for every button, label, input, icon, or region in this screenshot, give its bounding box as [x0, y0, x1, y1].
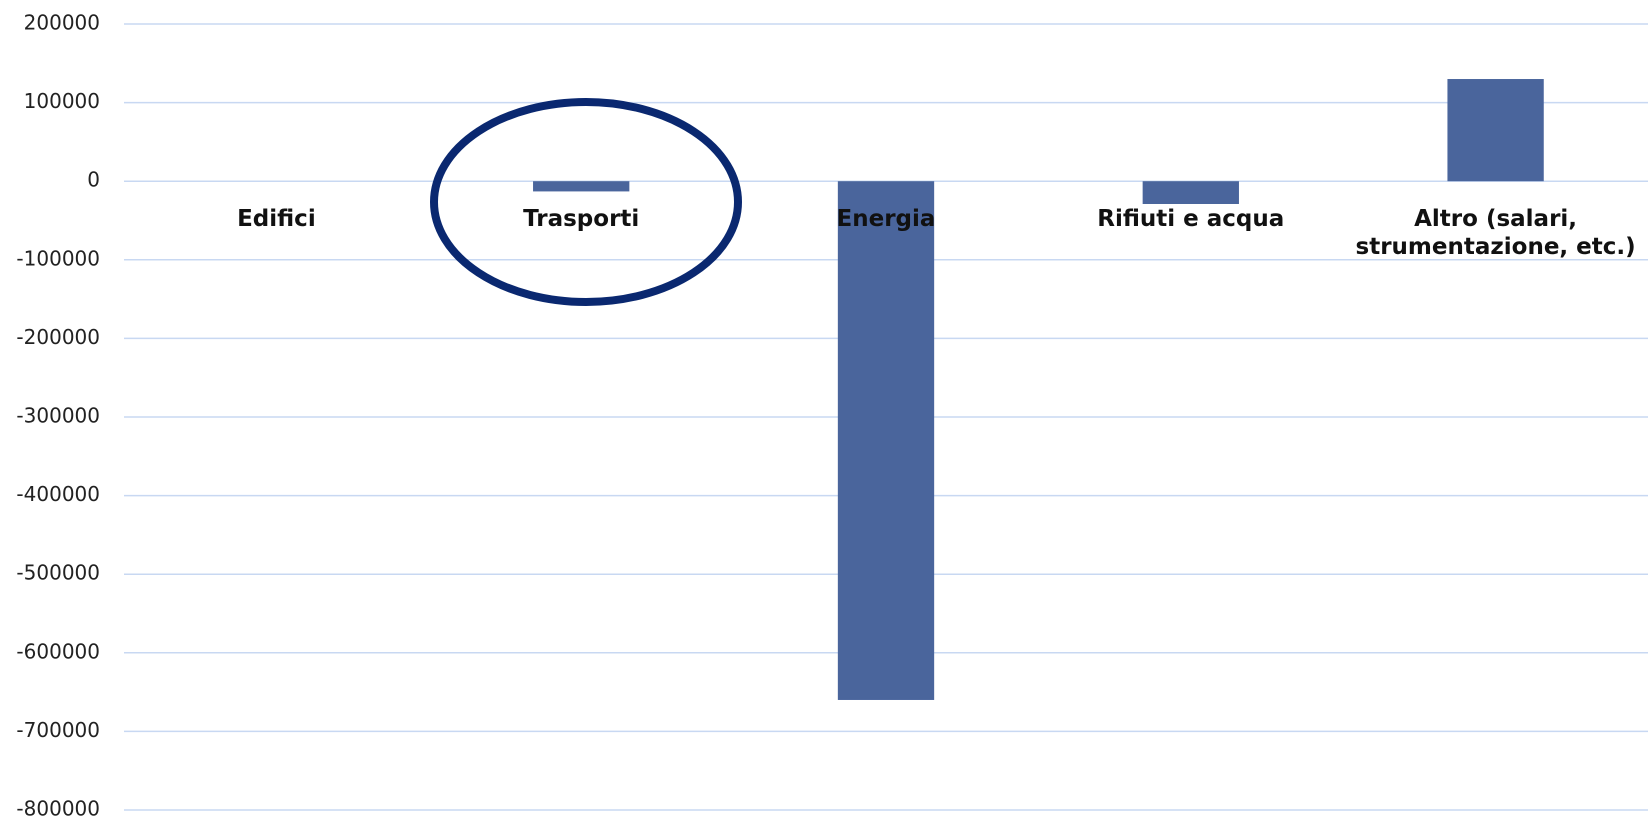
y-tick-label: -500000	[16, 561, 100, 585]
bars	[533, 79, 1544, 700]
y-tick-label: -800000	[16, 797, 100, 821]
bar	[1447, 79, 1544, 182]
highlight-ellipse	[430, 98, 742, 306]
y-tick-label: 200000	[24, 11, 100, 35]
bar	[1142, 181, 1239, 204]
bar	[837, 181, 935, 700]
y-tick-label: -200000	[16, 325, 100, 349]
x-tick-label: Rifiuti e acqua	[1097, 206, 1285, 233]
bar	[533, 181, 630, 192]
y-tick-label: -600000	[16, 639, 100, 663]
x-tick-label: Trasporti	[523, 206, 640, 233]
y-tick-label: 100000	[24, 89, 100, 113]
y-tick-label: 0	[87, 168, 100, 192]
y-tick-label: -100000	[16, 246, 100, 270]
y-tick-label: -300000	[16, 404, 100, 428]
x-tick-label: Edifici	[237, 206, 316, 233]
x-tick-label: Energia	[836, 206, 936, 233]
grid: -800000 -700000 -600000 -500000 -400000 -3000…	[16, 11, 1648, 821]
y-tick-label: -700000	[16, 718, 100, 742]
y-tick-label: -400000	[16, 482, 100, 506]
x-tick-label: Altro (salari, strumentazione, etc.)	[1355, 206, 1636, 261]
